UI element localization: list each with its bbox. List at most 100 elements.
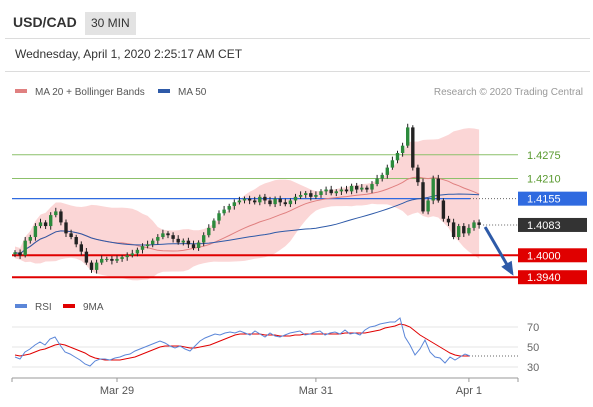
candle-body (380, 174, 384, 179)
legend-swatch-2 (158, 89, 170, 93)
candle-body (400, 145, 405, 153)
candle-body (237, 200, 242, 203)
rsi-tick-70: 70 (527, 322, 539, 334)
candle-body (360, 187, 364, 190)
current-price-box (518, 217, 587, 232)
candle-body (349, 185, 354, 192)
candle-body (253, 200, 257, 203)
pivot-label: 1.4155 (527, 194, 561, 206)
candle-body (242, 198, 247, 201)
candle-body (339, 189, 344, 192)
candle-body (263, 196, 267, 201)
candle-body (268, 200, 272, 205)
candle-body (446, 218, 451, 223)
candle-body (28, 237, 32, 241)
support-label-box-1.4000 (518, 248, 587, 263)
candle-body (293, 196, 298, 201)
candle-body (278, 198, 282, 203)
rsi-legend-label-2: 9MA (83, 302, 104, 313)
candle-body (176, 238, 180, 243)
rsi-ma9-line (14, 323, 470, 361)
candle-body (355, 185, 359, 190)
candle-body (227, 205, 231, 210)
rsi-panel: RSI 9MA 70 50 30 Mar 29 Mar 31 Apr 1 (11, 302, 539, 397)
candle-body (89, 262, 94, 270)
candle-body (370, 184, 374, 190)
candle-body (105, 258, 109, 260)
report-datetime: Wednesday, April 1, 2020 2:25:17 AM CET (15, 47, 243, 61)
candle-body (74, 237, 78, 245)
candle-body (171, 235, 175, 239)
candle-body (156, 237, 160, 241)
header-divider (5, 38, 590, 39)
rsi-tick-30: 30 (527, 362, 539, 374)
candle-body (110, 258, 114, 261)
candle-body (288, 200, 293, 205)
candle-body (186, 240, 191, 245)
pivot-label-box (518, 191, 587, 206)
candle-body (79, 244, 83, 252)
candle-body (457, 226, 461, 238)
candle-body (329, 189, 333, 194)
candle-body (314, 195, 318, 197)
x-tick-label: Mar 31 (299, 385, 333, 397)
candle-body (406, 127, 410, 146)
resistance-label-1.4275: 1.4275 (527, 150, 561, 162)
price-chart: MA 20 + Bollinger Bands MA 50 Research © 2… (12, 87, 587, 285)
candle-body (472, 222, 476, 228)
support-label-box-1.3940 (518, 270, 587, 285)
candle-body (196, 242, 201, 248)
candle-body (202, 235, 206, 243)
support-label-1.4000: 1.4000 (527, 250, 561, 262)
candle-body (324, 189, 328, 192)
datetime-divider (5, 71, 590, 72)
candle-body (436, 178, 440, 201)
candle-body (181, 240, 185, 243)
candle-body (191, 244, 196, 248)
candle-body (135, 249, 140, 254)
candle-body (161, 233, 165, 238)
x-tick-label: Mar 29 (100, 385, 134, 397)
rsi-legend-swatch-1 (15, 304, 27, 308)
candle-body (207, 227, 211, 236)
resistance-label-1.4210: 1.4210 (527, 174, 561, 186)
candle-body (140, 246, 145, 250)
candle-body (416, 167, 420, 183)
chart-header: USD/CAD 30 MIN (0, 0, 593, 38)
candle-body (247, 198, 252, 201)
timeframe-badge[interactable]: 30 MIN (85, 12, 136, 35)
rsi-legend-label-1: RSI (35, 302, 52, 313)
symbol-title: USD/CAD (13, 14, 77, 30)
candle-body (43, 222, 48, 227)
rsi-legend-swatch-2 (63, 304, 75, 308)
candle-body (334, 191, 338, 194)
candle-body (273, 198, 277, 205)
candle-body (94, 262, 99, 270)
candle-body (49, 215, 53, 227)
candle-body (395, 152, 400, 161)
candle-body (385, 167, 389, 175)
candle-body (365, 187, 369, 190)
bollinger-band (15, 128, 480, 281)
candle-body (319, 191, 323, 195)
candle-body (477, 222, 481, 225)
x-tick-label: Apr 1 (456, 385, 482, 397)
candle-body (166, 233, 170, 236)
candle-body (151, 240, 155, 245)
candle-body (421, 182, 425, 212)
candle-body (283, 202, 287, 205)
candle-body (54, 211, 58, 216)
candle-body (467, 227, 471, 234)
candle-body (431, 178, 435, 201)
current-price-label: 1.4083 (527, 220, 561, 232)
candle-body (38, 222, 43, 227)
candle-body (212, 220, 216, 228)
candle-body (115, 258, 119, 261)
rsi-line (14, 317, 471, 367)
candle-body (145, 244, 150, 247)
candle-body (411, 127, 415, 168)
candle-body (441, 200, 446, 219)
candle-body (130, 253, 134, 256)
candle-body (344, 189, 349, 192)
candle-body (64, 222, 68, 234)
